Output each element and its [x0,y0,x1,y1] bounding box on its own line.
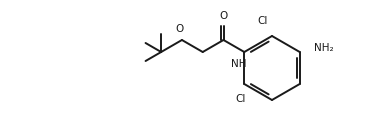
Text: Cl: Cl [258,16,268,26]
Text: Cl: Cl [235,94,246,104]
Text: NH₂: NH₂ [314,43,333,53]
Text: O: O [219,11,228,21]
Text: O: O [176,24,184,34]
Text: NH: NH [231,59,246,69]
